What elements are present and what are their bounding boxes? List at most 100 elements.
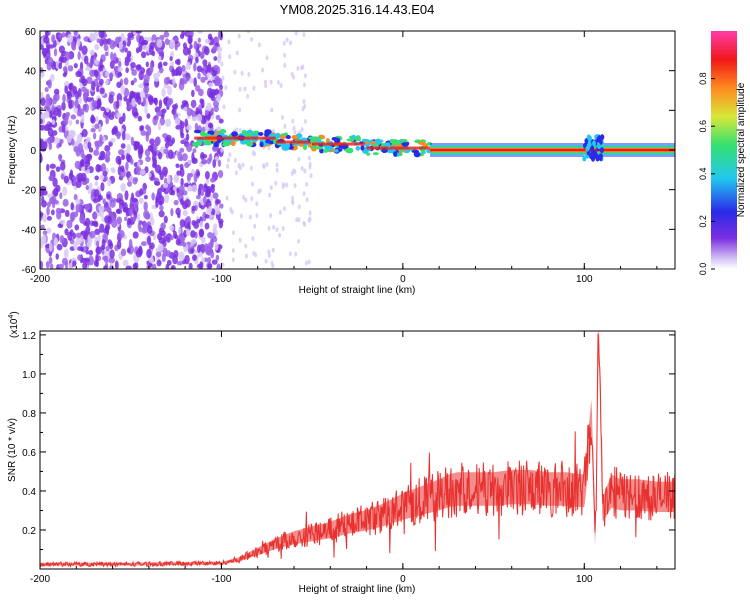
- spectral-band-blob: [366, 152, 371, 156]
- noise-speckle: [135, 31, 142, 34]
- noise-speckle: [163, 215, 168, 224]
- noise-speckle: [41, 196, 45, 204]
- noise-speckle: [72, 260, 77, 267]
- noise-speckle: [161, 108, 167, 114]
- noise-speckle: [46, 227, 52, 234]
- noise-speckle: [94, 59, 99, 66]
- spectrogram-ytick-label: 20: [25, 106, 37, 117]
- burst-blob: [587, 135, 592, 142]
- snr-xtick-label: -100: [211, 574, 231, 585]
- noise-speckle-faint: [271, 247, 275, 253]
- noise-speckle: [98, 31, 105, 39]
- noise-speckle: [178, 185, 185, 194]
- noise-speckle: [88, 249, 94, 256]
- noise-speckle: [74, 98, 79, 109]
- noise-speckle: [145, 155, 151, 163]
- noise-speckle: [62, 186, 68, 196]
- noise-speckle-faint: [237, 33, 241, 39]
- noise-speckle: [87, 141, 92, 150]
- spectral-band-blob: [209, 130, 215, 136]
- noise-speckle: [53, 187, 59, 197]
- noise-speckle: [51, 34, 56, 43]
- noise-speckle: [131, 69, 138, 76]
- noise-speckle: [120, 143, 126, 149]
- noise-speckle-faint: [226, 163, 230, 169]
- noise-speckle: [104, 51, 109, 57]
- noise-speckle: [146, 235, 152, 246]
- noise-speckle-faint: [226, 157, 230, 163]
- noise-speckle: [68, 262, 73, 269]
- noise-speckle: [80, 172, 87, 182]
- noise-speckle-faint: [258, 188, 262, 194]
- noise-speckle: [83, 55, 89, 65]
- noise-speckle: [108, 72, 114, 79]
- noise-speckle-faint: [228, 152, 232, 158]
- noise-speckle: [94, 43, 100, 51]
- snr-ytick-label: 0.4: [22, 487, 36, 498]
- noise-speckle: [57, 108, 62, 118]
- burst-blob: [592, 140, 597, 147]
- noise-speckle: [81, 86, 87, 93]
- noise-speckle-faint: [268, 192, 272, 198]
- noise-speckle-faint: [307, 259, 311, 265]
- noise-speckle: [94, 228, 101, 235]
- spectral-band-blob: [355, 146, 361, 151]
- noise-speckle: [199, 98, 204, 105]
- noise-speckle: [154, 97, 158, 106]
- noise-speckle: [197, 187, 201, 197]
- noise-speckle: [105, 223, 111, 231]
- noise-speckle: [98, 208, 104, 218]
- noise-speckle: [104, 249, 111, 257]
- noise-speckle: [110, 138, 116, 143]
- colorbar-label: Normalized spectral amplitude: [736, 82, 747, 217]
- noise-speckle-faint: [227, 39, 231, 45]
- noise-speckle: [99, 174, 105, 181]
- noise-speckle: [72, 85, 78, 95]
- noise-speckle: [45, 93, 51, 102]
- noise-speckle: [213, 64, 219, 71]
- noise-speckle: [157, 243, 164, 252]
- noise-speckle: [63, 175, 69, 184]
- noise-speckle: [68, 83, 73, 91]
- noise-speckle: [191, 89, 195, 98]
- noise-speckle: [75, 119, 80, 125]
- noise-speckle-faint: [285, 182, 289, 188]
- colorbar-tick-label: 0.6: [698, 120, 708, 133]
- noise-speckle-faint: [235, 50, 239, 56]
- noise-speckle: [214, 156, 219, 162]
- spectral-band-blob: [264, 129, 272, 135]
- noise-speckle: [85, 185, 90, 191]
- noise-speckle: [206, 87, 213, 98]
- noise-speckle: [192, 254, 197, 262]
- noise-speckle: [56, 143, 60, 149]
- noise-speckle: [126, 152, 131, 162]
- noise-speckle: [214, 242, 219, 251]
- noise-speckle: [217, 159, 222, 167]
- noise-speckle: [106, 206, 112, 214]
- noise-speckle: [162, 61, 168, 66]
- spectral-band-blob: [316, 136, 322, 142]
- noise-speckle: [212, 45, 218, 53]
- noise-speckle: [186, 124, 192, 131]
- noise-speckle: [212, 159, 217, 168]
- spectral-band-blob: [302, 144, 307, 151]
- noise-speckle: [189, 43, 193, 49]
- noise-speckle: [67, 33, 74, 44]
- noise-speckle: [215, 254, 220, 261]
- noise-speckle: [105, 245, 110, 252]
- snr-noise-envelope: [40, 331, 675, 566]
- snr-xtick-label: -200: [30, 574, 50, 585]
- noise-speckle: [147, 95, 154, 103]
- noise-speckle: [126, 171, 131, 178]
- noise-speckle: [182, 46, 190, 56]
- noise-speckle: [160, 230, 166, 237]
- noise-speckle: [59, 219, 66, 225]
- noise-speckle: [191, 99, 196, 109]
- noise-speckle: [163, 83, 170, 89]
- noise-speckle-faint: [302, 191, 306, 197]
- noise-speckle-faint: [253, 223, 257, 229]
- noise-speckle: [70, 114, 77, 120]
- noise-speckle: [108, 256, 115, 264]
- noise-speckle: [60, 173, 65, 180]
- noise-speckle: [148, 172, 152, 178]
